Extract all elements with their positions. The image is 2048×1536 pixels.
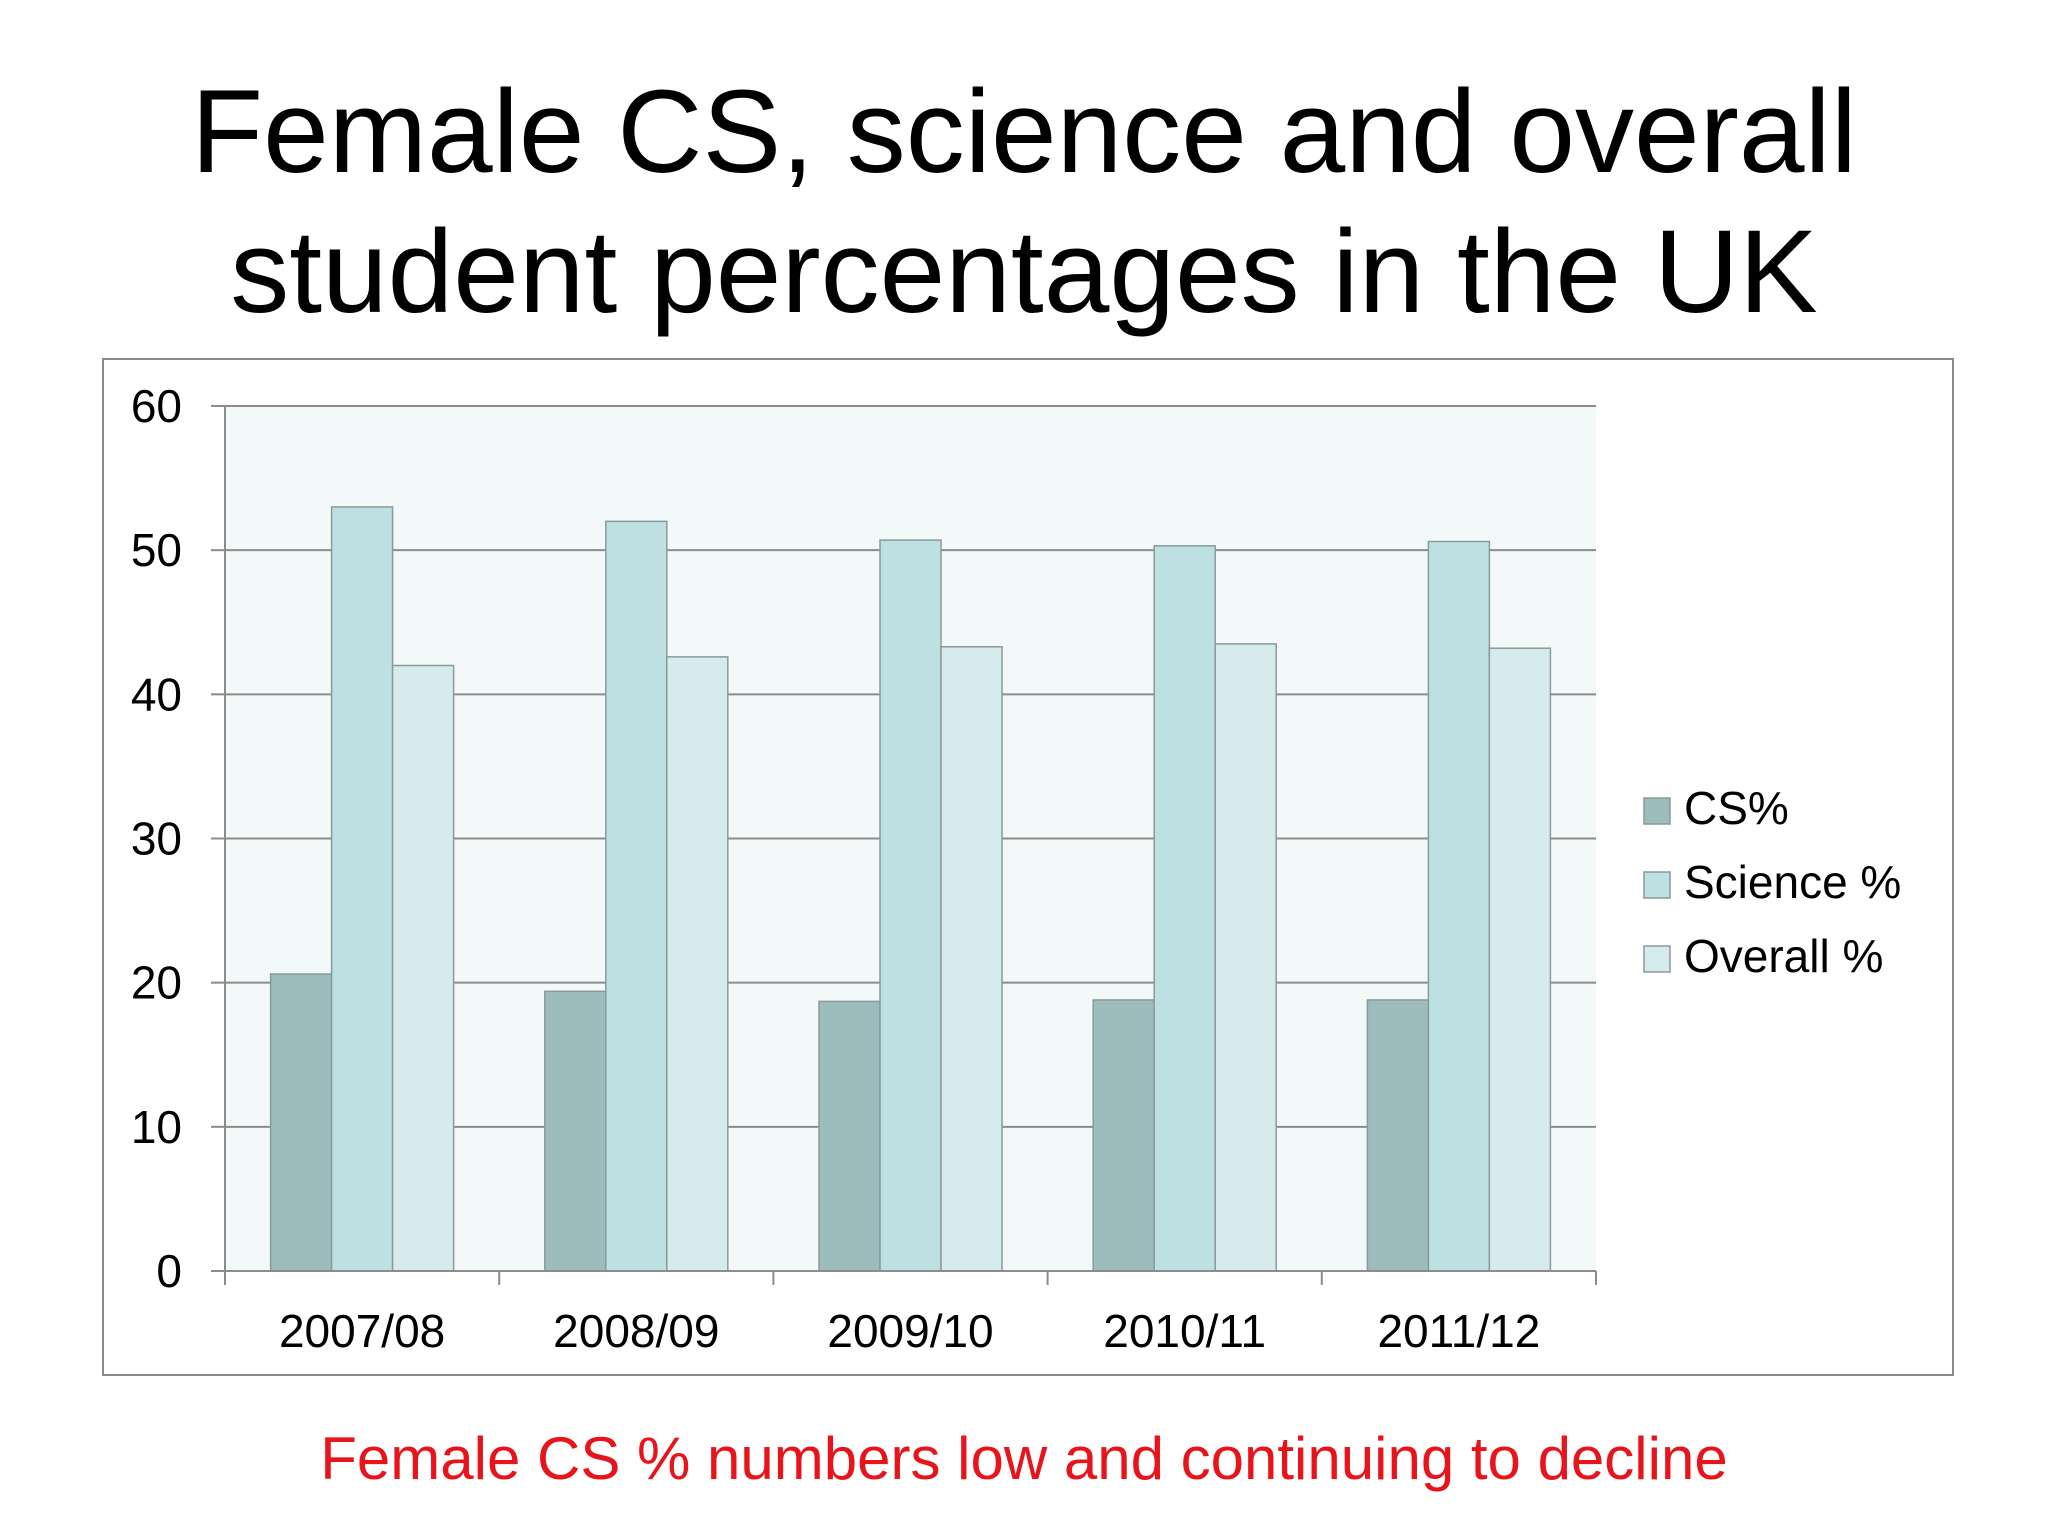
bar-overall-2010-11 — [1214, 643, 1277, 1272]
bar-overall-2009-10 — [940, 646, 1003, 1272]
legend-label: Overall % — [1684, 930, 1883, 982]
y-tick-label: 20 — [131, 957, 182, 1009]
legend-swatch-2 — [1643, 945, 1671, 973]
bar-overall-2008-09 — [666, 656, 729, 1272]
legend-label: CS% — [1684, 782, 1789, 834]
y-tick-label: 40 — [131, 668, 182, 720]
slide-title: Female CS, science and overall student p… — [0, 62, 2048, 342]
bar-cs-2010-11 — [1092, 999, 1155, 1272]
x-tick-label: 2008/09 — [553, 1305, 719, 1357]
bar-cs-2011-12 — [1366, 999, 1430, 1272]
bar-cs-2009-10 — [818, 1000, 881, 1272]
title-line-2: student percentages in the UK — [230, 206, 1818, 338]
x-tick-label: 2010/11 — [1103, 1305, 1266, 1357]
y-tick-label: 0 — [156, 1245, 182, 1297]
title-line-1: Female CS, science and overall — [191, 66, 1857, 198]
bar-overall-2007-08 — [391, 664, 455, 1272]
x-tick-label: 2009/10 — [827, 1305, 993, 1357]
bar-overall-2011-12 — [1488, 647, 1552, 1272]
legend-label: Science % — [1684, 856, 1901, 908]
bar-science-2011-12 — [1427, 540, 1491, 1272]
y-tick-label: 10 — [131, 1101, 182, 1153]
bar-science-2008-09 — [605, 520, 668, 1272]
y-tick-label: 30 — [131, 813, 182, 865]
bar-chart: 0 10 20 30 40 50 60 2007/08 2008/09 2009/10 2010/1… — [131, 380, 1902, 1357]
bar-science-2010-11 — [1153, 545, 1216, 1272]
bar-science-2009-10 — [879, 539, 942, 1272]
chart-frame: 0 10 20 30 40 50 60 2007/08 2008/09 2009/10 2010/1… — [102, 358, 1954, 1376]
y-tick-label: 50 — [131, 524, 182, 576]
bar-science-2007-08 — [330, 506, 394, 1272]
x-tick-label: 2011/12 — [1377, 1305, 1540, 1357]
x-tick-label: 2007/08 — [279, 1305, 445, 1357]
bar-cs-2008-09 — [544, 990, 607, 1272]
slide-caption: Female CS % numbers low and continuing t… — [320, 1425, 1728, 1492]
bar-cs-2007-08 — [269, 973, 333, 1272]
y-tick-label: 60 — [131, 380, 182, 432]
legend-swatch-0 — [1643, 797, 1671, 825]
legend-swatch-1 — [1643, 871, 1671, 899]
